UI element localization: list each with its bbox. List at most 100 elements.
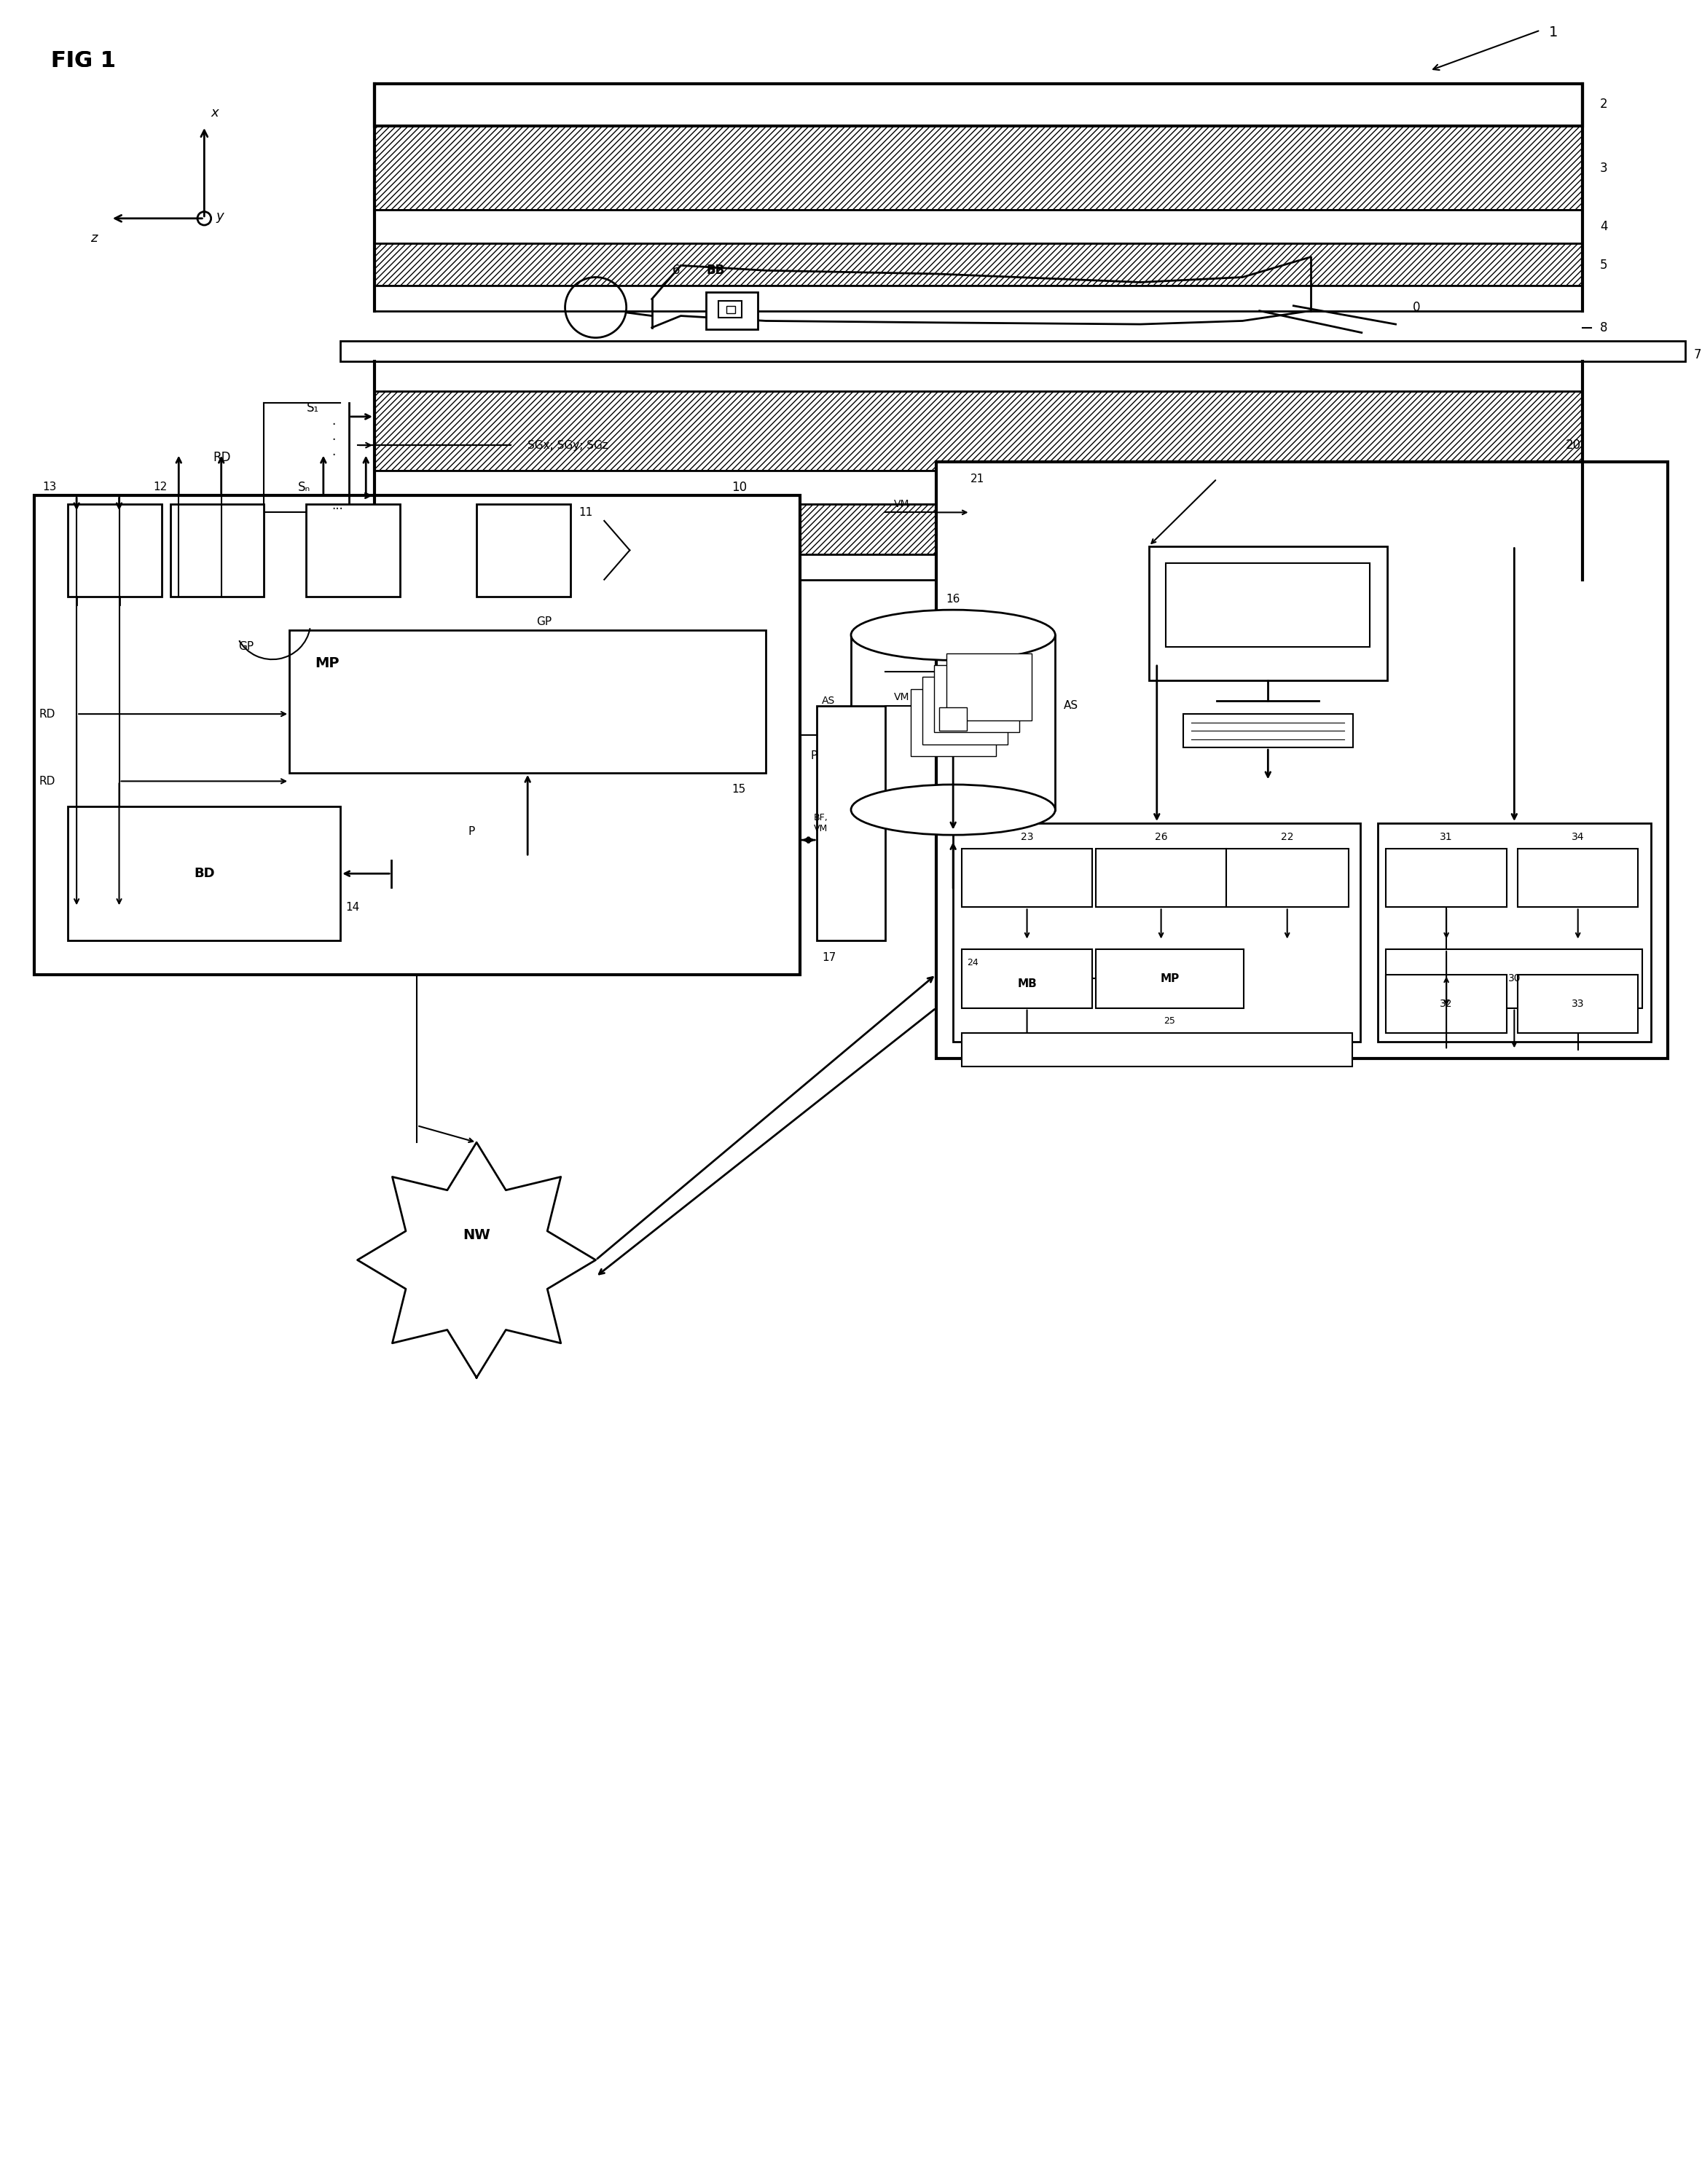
Bar xyxy=(962,950,1093,1009)
Bar xyxy=(922,677,1008,745)
Text: ·
·
·: · · · xyxy=(332,419,335,461)
Text: BB: BB xyxy=(706,264,725,277)
Bar xyxy=(374,505,1583,555)
Bar xyxy=(1096,847,1227,906)
Text: 34: 34 xyxy=(1571,832,1585,841)
Bar xyxy=(306,505,400,596)
Bar xyxy=(962,1033,1351,1066)
Bar xyxy=(374,391,1583,470)
Bar xyxy=(940,708,967,732)
Text: S₁: S₁ xyxy=(306,402,318,415)
Bar xyxy=(374,360,1583,391)
Bar xyxy=(1096,950,1244,1009)
Bar xyxy=(1225,847,1348,906)
Text: 12: 12 xyxy=(153,483,167,494)
Ellipse shape xyxy=(851,609,1055,660)
Text: z: z xyxy=(90,232,97,245)
Text: 2: 2 xyxy=(1600,98,1608,111)
Text: 33: 33 xyxy=(1571,998,1585,1009)
Bar xyxy=(68,505,162,596)
Bar xyxy=(718,301,742,317)
Text: 8: 8 xyxy=(1600,321,1607,334)
Text: FIG 1: FIG 1 xyxy=(51,50,116,72)
Text: VM: VM xyxy=(894,498,909,509)
Text: AS: AS xyxy=(1064,701,1079,712)
Text: MP: MP xyxy=(315,657,339,670)
Text: MP: MP xyxy=(1161,974,1179,985)
Bar xyxy=(1518,974,1637,1033)
Bar xyxy=(374,286,1583,310)
Text: 23: 23 xyxy=(1021,832,1033,841)
Bar xyxy=(1149,546,1387,681)
Text: P: P xyxy=(810,751,817,762)
Bar xyxy=(962,847,1093,906)
Text: 32: 32 xyxy=(1440,998,1454,1009)
Text: ···: ··· xyxy=(332,502,344,515)
Text: 30: 30 xyxy=(1508,974,1520,983)
Text: MB: MB xyxy=(1018,978,1037,989)
Text: GP: GP xyxy=(536,616,551,627)
Text: RD: RD xyxy=(39,775,56,786)
Bar xyxy=(289,629,766,773)
Text: 4: 4 xyxy=(1600,221,1607,234)
Bar xyxy=(706,293,757,330)
Text: 0: 0 xyxy=(1413,301,1419,314)
Text: 25: 25 xyxy=(1164,1016,1176,1026)
Bar xyxy=(911,688,996,756)
Bar xyxy=(934,666,1019,732)
Text: 14: 14 xyxy=(346,902,359,913)
Text: 11: 11 xyxy=(579,507,592,518)
Text: 6: 6 xyxy=(672,264,679,277)
Bar xyxy=(727,306,735,312)
Text: AS: AS xyxy=(822,695,836,705)
Text: SGx; SGy; SGz: SGx; SGy; SGz xyxy=(528,439,608,450)
Text: 26: 26 xyxy=(1154,832,1168,841)
Text: 10: 10 xyxy=(732,480,747,494)
Text: 13: 13 xyxy=(43,483,56,494)
Bar xyxy=(374,470,1583,505)
Text: y: y xyxy=(216,210,225,223)
Bar xyxy=(374,127,1583,210)
Bar xyxy=(1385,950,1642,1009)
Text: 15: 15 xyxy=(732,784,745,795)
Text: 22: 22 xyxy=(1282,832,1294,841)
Ellipse shape xyxy=(851,784,1055,834)
Text: GP: GP xyxy=(238,642,254,653)
Text: FIG 1: FIG 1 xyxy=(51,50,116,72)
Text: 5: 5 xyxy=(1600,260,1607,273)
Bar xyxy=(170,505,264,596)
Bar xyxy=(374,83,1583,127)
Bar xyxy=(68,806,340,941)
Polygon shape xyxy=(357,1142,596,1378)
Bar xyxy=(374,555,1583,579)
Text: RD: RD xyxy=(39,708,56,719)
Text: NW: NW xyxy=(463,1227,490,1243)
Bar xyxy=(1385,974,1506,1033)
Text: RD: RD xyxy=(213,452,230,465)
Text: 1: 1 xyxy=(1549,26,1557,39)
Bar xyxy=(1377,823,1651,1042)
Bar xyxy=(946,653,1031,721)
Text: 21: 21 xyxy=(970,474,984,485)
Bar xyxy=(477,505,570,596)
Text: BF,
VM: BF, VM xyxy=(814,812,827,834)
Text: 24: 24 xyxy=(967,957,979,968)
Text: 3: 3 xyxy=(1600,162,1608,175)
Bar xyxy=(1183,714,1353,747)
Text: P: P xyxy=(468,826,475,836)
Bar xyxy=(953,823,1360,1042)
Bar xyxy=(1166,563,1370,646)
Bar xyxy=(1385,847,1506,906)
Text: VM: VM xyxy=(894,692,909,703)
Text: 31: 31 xyxy=(1440,832,1454,841)
Bar xyxy=(936,463,1668,1059)
Bar xyxy=(340,341,1685,360)
Bar xyxy=(817,705,885,941)
Text: 7: 7 xyxy=(1693,347,1700,360)
Text: BD: BD xyxy=(194,867,214,880)
Bar xyxy=(34,496,800,974)
Bar xyxy=(374,210,1583,245)
Bar xyxy=(374,245,1583,286)
Text: 16: 16 xyxy=(946,594,960,605)
Text: x: x xyxy=(211,107,220,120)
